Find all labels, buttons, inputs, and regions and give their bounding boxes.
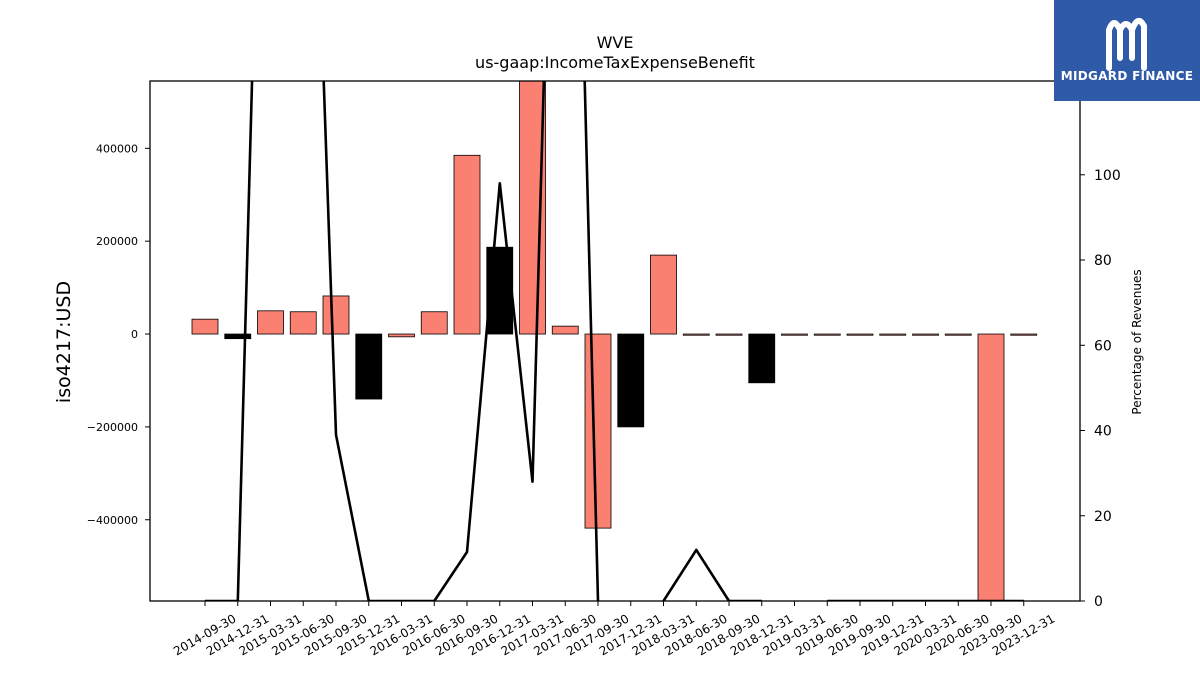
y2-tick-label: 20 xyxy=(1094,509,1112,525)
chart-title: WVE xyxy=(597,33,634,52)
bar-2015-09-30 xyxy=(322,295,350,335)
bar-2017-12-31 xyxy=(617,333,645,428)
y-tick-label: −400000 xyxy=(87,514,138,527)
bar-2018-03-31 xyxy=(650,254,677,335)
y2-tick-label: 0 xyxy=(1094,594,1103,610)
bar-2016-09-30 xyxy=(453,154,481,335)
bar-2019-06-30 xyxy=(813,333,841,336)
y2-tick-label: 80 xyxy=(1094,253,1112,269)
bar-2019-12-31 xyxy=(879,333,907,336)
bar-2019-09-30 xyxy=(846,333,874,336)
bar-2019-03-31 xyxy=(781,333,808,336)
bar-2014-12-31 xyxy=(224,333,252,340)
midgard-m-icon xyxy=(1106,17,1147,71)
bar-2015-03-31 xyxy=(257,310,284,335)
bar-2017-09-30 xyxy=(584,333,612,529)
bar-2014-09-30 xyxy=(191,318,219,335)
bar-2018-06-30 xyxy=(682,333,710,336)
bar-2023-12-31 xyxy=(1010,333,1038,336)
y-tick-label: 400000 xyxy=(96,142,138,155)
y2-tick-label: 60 xyxy=(1094,338,1112,354)
y2-axis-label: Percentage of Revenues xyxy=(1130,269,1144,414)
bar-2020-03-31 xyxy=(912,333,939,336)
line-series-segment-0 xyxy=(205,81,600,601)
brand-name: MIDGARD FINANCE xyxy=(1060,69,1194,83)
y-tick-label: −200000 xyxy=(87,421,138,434)
line-series-segment-1 xyxy=(662,548,762,601)
bar-2020-06-30 xyxy=(944,333,972,336)
y2-tick-label: 100 xyxy=(1094,168,1121,184)
bar-2017-06-30 xyxy=(551,325,579,335)
bar-2016-06-30 xyxy=(420,311,448,335)
y-axis-label: iso4217:USD xyxy=(53,281,75,403)
brand-logo: MIDGARD FINANCE xyxy=(1054,0,1200,101)
bar-2015-12-31 xyxy=(355,333,383,400)
y2-tick-label: 40 xyxy=(1094,424,1112,440)
y-tick-label: 200000 xyxy=(96,235,138,248)
bar-2018-09-30 xyxy=(715,333,743,336)
y-tick-label: 0 xyxy=(131,328,138,341)
chart-subtitle: us-gaap:IncomeTaxExpenseBenefit xyxy=(475,53,755,72)
bar-2023-09-30 xyxy=(977,333,1005,601)
bar-2015-06-30 xyxy=(289,311,317,335)
bar-2018-12-31 xyxy=(748,333,776,384)
bar-2016-03-31 xyxy=(388,333,415,338)
plot-frame xyxy=(149,80,1081,602)
